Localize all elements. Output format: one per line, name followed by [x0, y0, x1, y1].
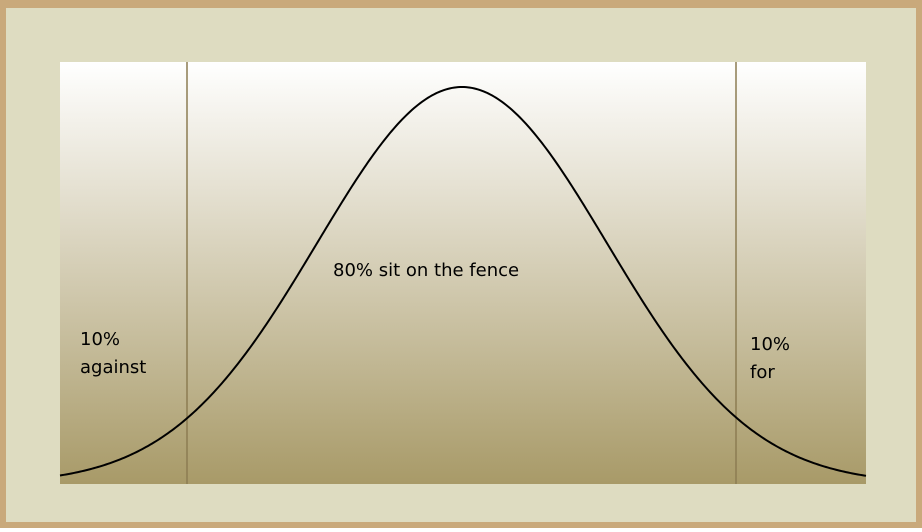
- right-label: for: [750, 362, 775, 383]
- center-label: 80% sit on the fence: [333, 260, 519, 281]
- right-percent: 10%: [750, 334, 790, 355]
- left-percent: 10%: [80, 329, 120, 350]
- bell-curve: [59, 85, 867, 477]
- left-label: against: [80, 357, 146, 378]
